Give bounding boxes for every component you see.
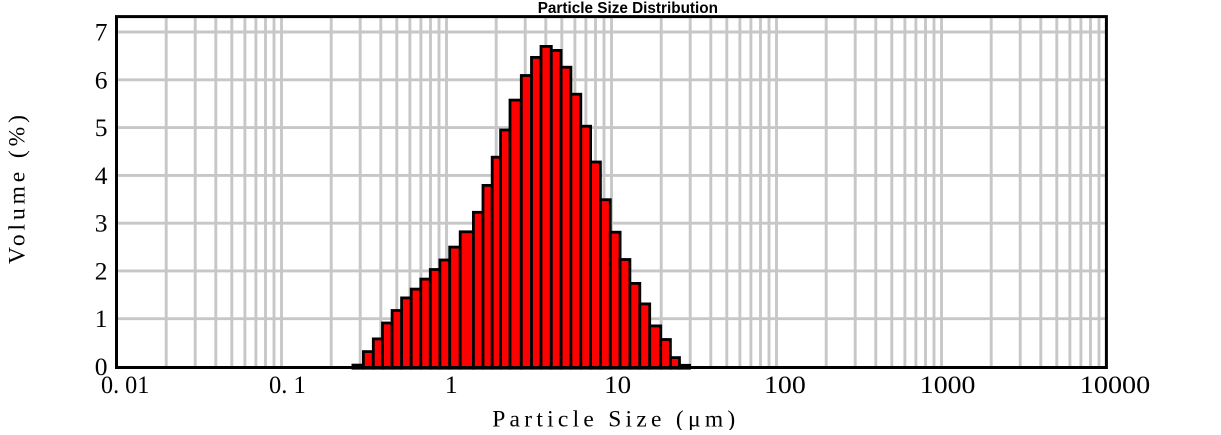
- svg-text:5: 5: [95, 113, 108, 142]
- svg-text:1: 1: [445, 370, 458, 399]
- svg-text:0. 1: 0. 1: [269, 370, 306, 399]
- svg-text:10000: 10000: [1080, 370, 1150, 399]
- svg-text:7: 7: [95, 18, 108, 47]
- svg-text:1: 1: [95, 304, 108, 333]
- svg-text:6: 6: [95, 65, 108, 94]
- svg-text:1000: 1000: [920, 370, 976, 399]
- svg-text:Volume (%): Volume (%): [5, 115, 31, 264]
- svg-text:Particle Size Distribution: Particle Size Distribution: [538, 0, 718, 17]
- svg-text:0: 0: [95, 352, 108, 381]
- svg-text:0. 01: 0. 01: [101, 370, 149, 399]
- svg-text:4: 4: [95, 161, 108, 190]
- svg-text:10: 10: [604, 370, 631, 399]
- svg-text:2: 2: [95, 256, 108, 285]
- svg-text:Particle Size (μm): Particle Size (μm): [492, 407, 735, 431]
- svg-text:3: 3: [95, 209, 108, 238]
- svg-text:100: 100: [764, 370, 806, 399]
